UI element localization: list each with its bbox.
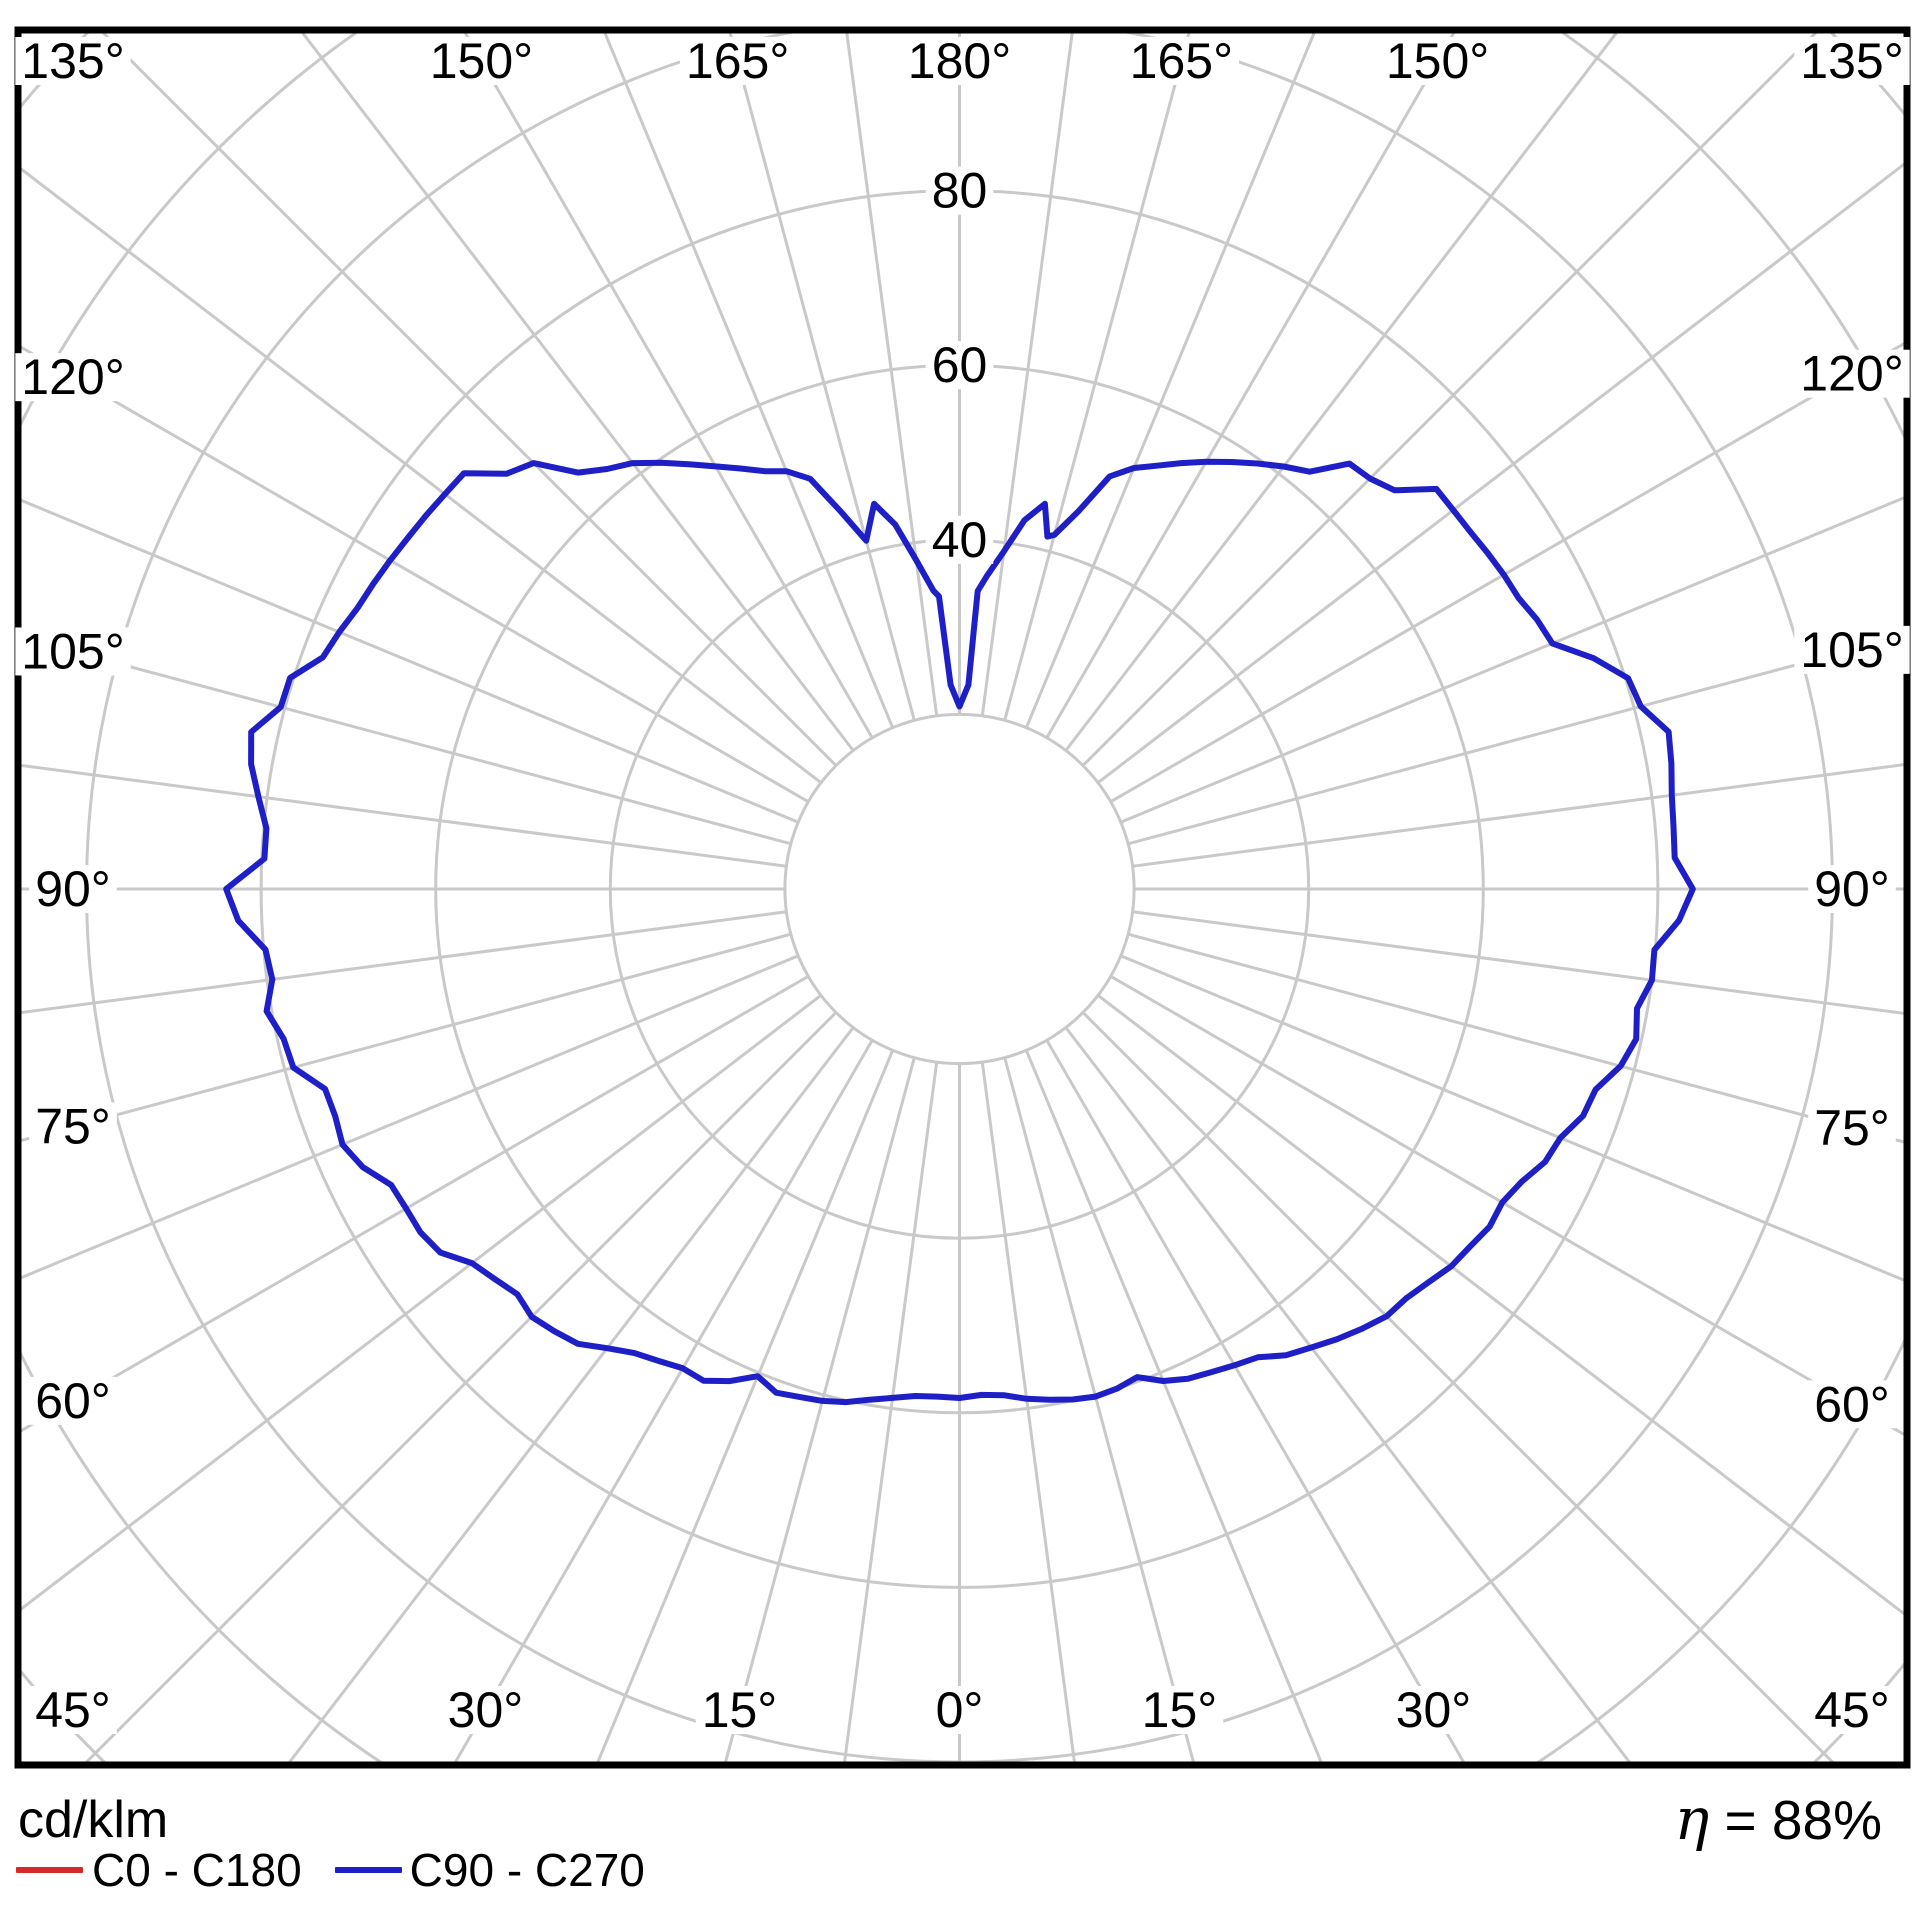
angle-label: 90° (35, 861, 111, 917)
eta-symbol: η (1674, 1785, 1710, 1853)
radial-tick-label: 40 (932, 512, 988, 568)
angle-label: 0° (936, 1682, 984, 1738)
legend-swatch-c90-c270 (334, 1867, 402, 1873)
angle-label: 45° (35, 1682, 111, 1738)
angle-label: 135° (1800, 33, 1903, 89)
angle-label: 120° (21, 349, 124, 405)
angle-label: 105° (1800, 622, 1903, 678)
angle-label: 60° (1814, 1376, 1890, 1432)
legend-label-c0-c180: C0 - C180 (92, 1844, 302, 1896)
angle-label: 165° (686, 33, 789, 89)
chart-frame (14, 26, 1911, 1769)
units-label: cd/klm (18, 1791, 169, 1849)
angle-label: 165° (1130, 33, 1233, 89)
curve-C90-C270 (223, 458, 1696, 1406)
angle-label: 90° (1814, 861, 1890, 917)
angle-label: 45° (1814, 1682, 1890, 1738)
angle-label: 75° (35, 1099, 111, 1155)
angle-label: 120° (1800, 346, 1903, 402)
angle-label: 30° (448, 1682, 524, 1738)
radial-tick-label: 60 (932, 337, 988, 393)
angle-label: 180° (908, 33, 1011, 89)
radial-tick-label: 80 (932, 163, 988, 219)
angle-label: 15° (702, 1682, 778, 1738)
legend-swatch-c0-c180 (16, 1867, 83, 1873)
legend: C0 - C180 C90 - C270 (0, 1846, 645, 1894)
efficiency-value: = 88% (1709, 1789, 1883, 1851)
angle-label: 60° (35, 1373, 111, 1429)
angle-label: 150° (1386, 33, 1489, 89)
efficiency-label: η = 88% (1674, 1785, 1883, 1853)
legend-label-c90-c270: C90 - C270 (409, 1844, 645, 1896)
angle-label: 75° (1814, 1100, 1890, 1156)
angle-label: 105° (21, 623, 124, 679)
angle-label: 15° (1142, 1682, 1218, 1738)
angle-label: 150° (430, 33, 533, 89)
chart-labels: 40 60 80 0° 15° 15° 30° 30° 45° 45° 60° 60° 75° 75° 90… (15, 33, 1910, 1738)
intensity-curves (223, 458, 1696, 1406)
angle-label: 135° (21, 33, 124, 89)
angle-label: 30° (1396, 1682, 1472, 1738)
